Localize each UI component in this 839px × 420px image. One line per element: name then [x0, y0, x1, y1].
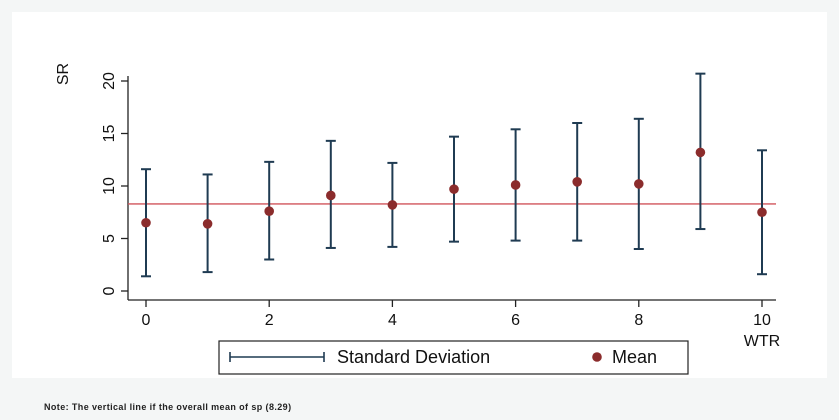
y-tick-label: 0	[101, 286, 118, 295]
y-axis-label: SR	[55, 63, 72, 85]
chart: 0 5 10 15 20 SR 0 2 4 6 8 10 WTR Standard Deviation M…	[55, 63, 780, 375]
x-tick-label: 0	[142, 312, 151, 329]
mean-point	[572, 177, 582, 187]
legend-mean-swatch	[592, 352, 602, 362]
mean-points	[141, 147, 767, 229]
x-tick-label: 8	[634, 312, 643, 329]
mean-point	[264, 206, 275, 216]
x-tick-label: 10	[753, 312, 771, 329]
y-tick-label: 5	[101, 234, 118, 243]
mean-point	[387, 200, 398, 210]
mean-point	[141, 217, 151, 228]
mean-point	[510, 180, 521, 190]
x-tick-label: 6	[511, 312, 520, 329]
mean-point	[326, 190, 336, 201]
mean-point	[634, 179, 644, 189]
mean-point	[695, 147, 706, 158]
mean-point	[202, 219, 213, 229]
mean-point	[449, 184, 459, 194]
x-axis-label: WTR	[744, 333, 780, 350]
legend-label-standard-deviation: Standard Deviation	[337, 347, 490, 367]
axes: 0 5 10 15 20 SR 0 2 4 6 8 10 WTR	[55, 63, 780, 350]
y-tick-label: 10	[101, 177, 118, 195]
x-tick-label: 2	[265, 312, 274, 329]
y-tick-label: 15	[101, 125, 118, 143]
legend: Standard Deviation Mean	[218, 340, 689, 375]
plot-panel	[12, 12, 827, 378]
legend-label-mean: Mean	[612, 347, 657, 367]
x-tick-label: 4	[388, 312, 397, 329]
y-tick-label: 20	[101, 72, 118, 90]
footnote: Note: The vertical line if the overall m…	[44, 402, 292, 412]
error-bars	[141, 72, 767, 278]
mean-point	[757, 207, 767, 218]
